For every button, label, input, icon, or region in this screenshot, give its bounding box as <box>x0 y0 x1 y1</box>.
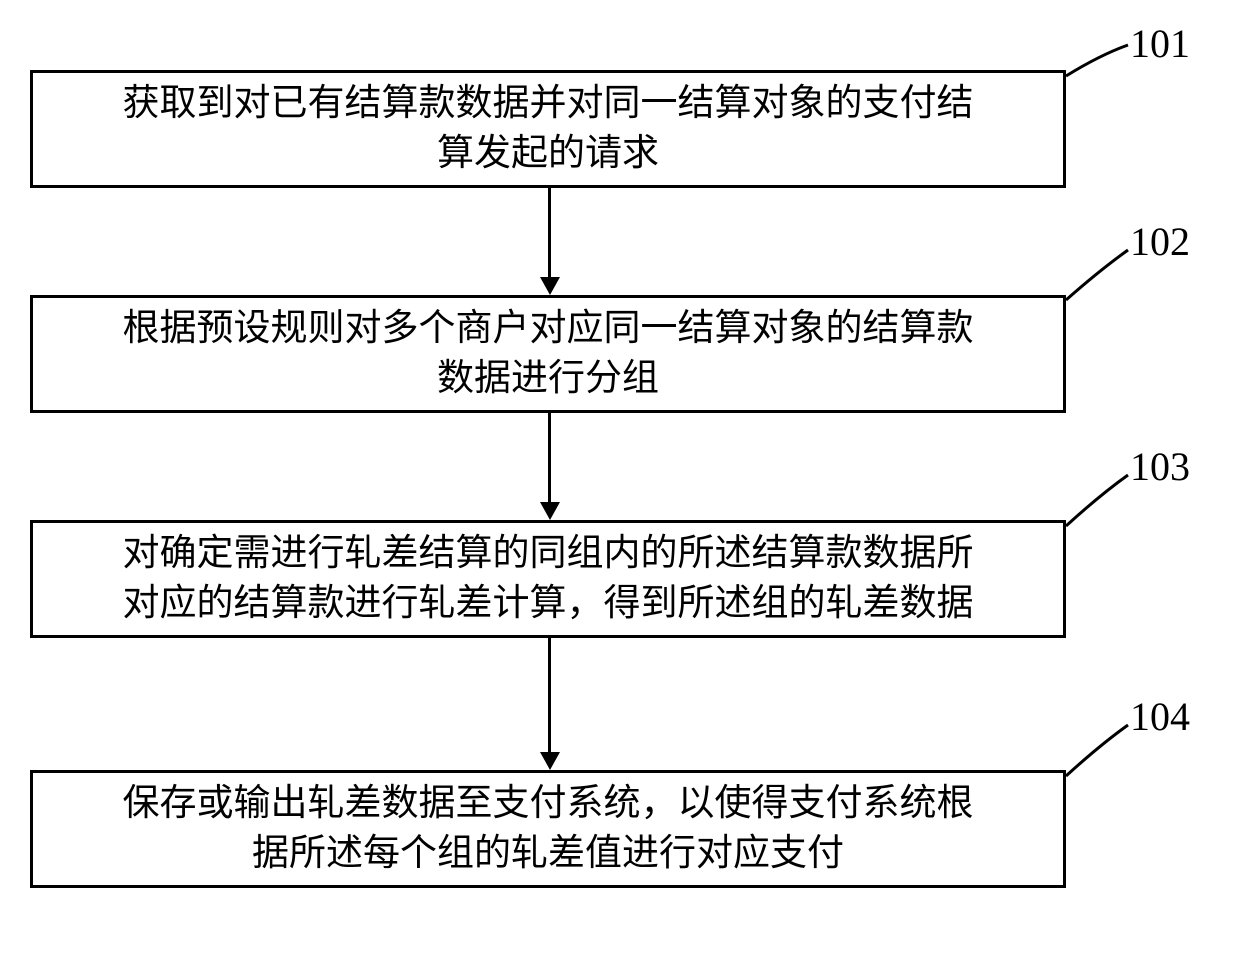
arrow-head-icon <box>540 502 560 520</box>
edge-n103-n104 <box>548 638 551 752</box>
arrow-head-icon <box>540 752 560 770</box>
flow-node-n101: 获取到对已有结算款数据并对同一结算对象的支付结算发起的请求 <box>30 70 1066 188</box>
flowchart-canvas: 获取到对已有结算款数据并对同一结算对象的支付结算发起的请求 101 根据预设规则对多… <box>0 0 1240 966</box>
flow-node-n102: 根据预设规则对多个商户对应同一结算对象的结算款数据进行分组 <box>30 295 1066 413</box>
leader-line-n104 <box>1064 723 1130 778</box>
node-label-n103: 103 <box>1130 443 1190 490</box>
node-text: 保存或输出轧差数据至支付系统，以使得支付系统根据所述每个组的轧差值进行对应支付 <box>123 779 974 879</box>
node-text: 获取到对已有结算款数据并对同一结算对象的支付结算发起的请求 <box>123 79 974 179</box>
leader-line-n103 <box>1064 473 1130 528</box>
flow-node-n103: 对确定需进行轧差结算的同组内的所述结算款数据所对应的结算款进行轧差计算，得到所述… <box>30 520 1066 638</box>
edge-n102-n103 <box>548 413 551 502</box>
node-text: 根据预设规则对多个商户对应同一结算对象的结算款数据进行分组 <box>123 304 974 404</box>
flow-node-n104: 保存或输出轧差数据至支付系统，以使得支付系统根据所述每个组的轧差值进行对应支付 <box>30 770 1066 888</box>
leader-line-n101 <box>1064 43 1130 78</box>
node-label-n104: 104 <box>1130 693 1190 740</box>
node-label-n101: 101 <box>1130 20 1190 67</box>
arrow-head-icon <box>540 277 560 295</box>
node-label-n102: 102 <box>1130 218 1190 265</box>
node-text: 对确定需进行轧差结算的同组内的所述结算款数据所对应的结算款进行轧差计算，得到所述… <box>123 529 974 629</box>
edge-n101-n102 <box>548 188 551 277</box>
leader-line-n102 <box>1064 248 1130 302</box>
